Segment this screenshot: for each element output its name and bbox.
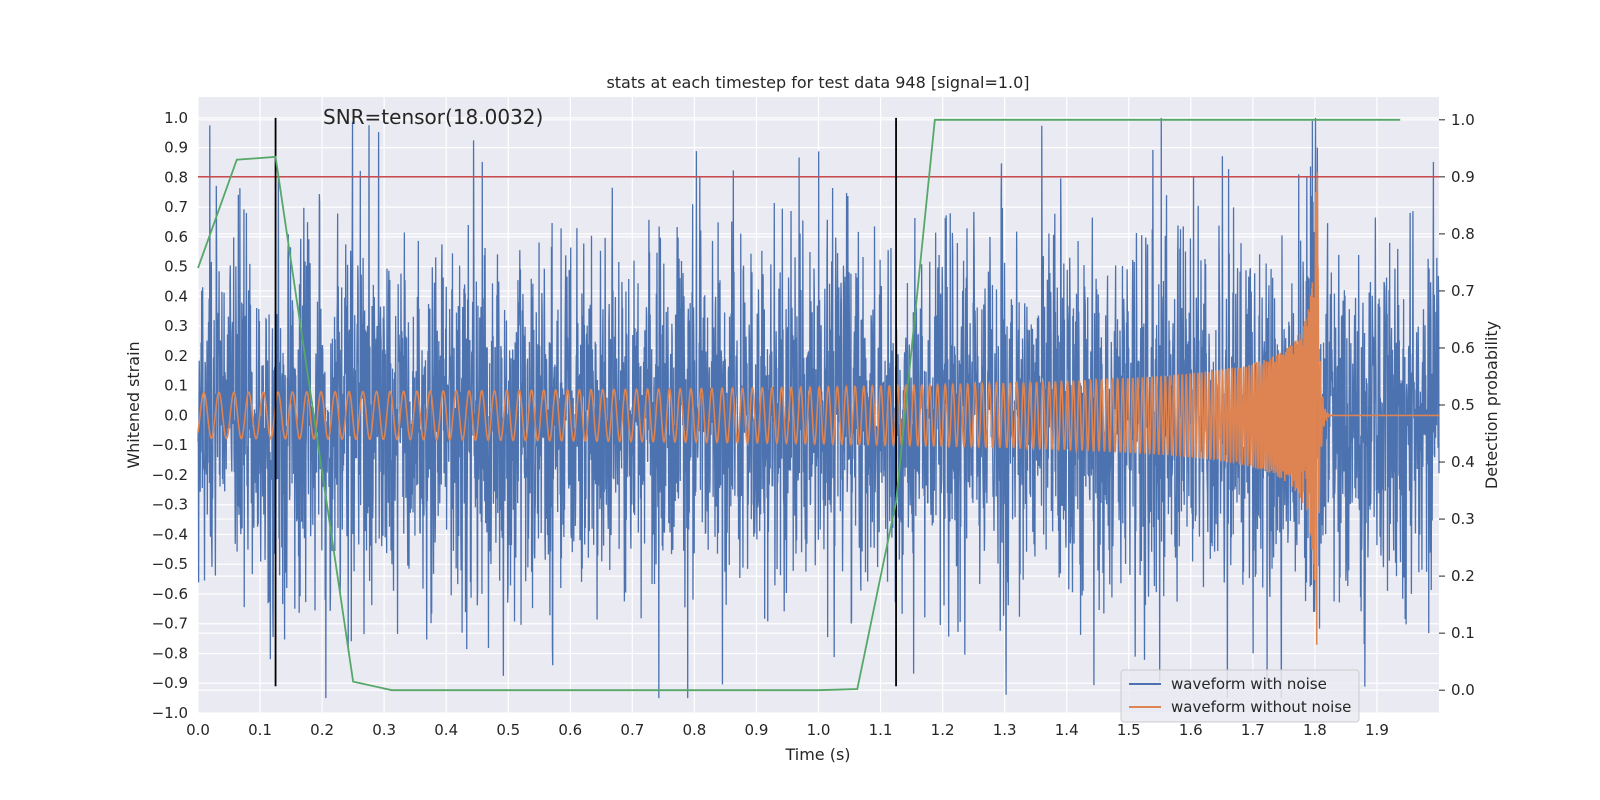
legend-label-noise: waveform with noise	[1171, 675, 1327, 693]
y-left-tick-label: −0.7	[152, 615, 188, 633]
x-tick-label: 0.1	[248, 721, 272, 739]
y-right-tick-label: 0.4	[1451, 453, 1475, 471]
y-right-tick-label: 0.3	[1451, 510, 1475, 528]
x-tick-label: 1.5	[1117, 721, 1141, 739]
y-left-tick-label: 0.8	[164, 168, 188, 186]
legend-label-clean: waveform without noise	[1171, 698, 1351, 716]
x-tick-label: 1.7	[1241, 721, 1265, 739]
series-waveform-without-noise	[197, 172, 1439, 645]
x-tick-label: 0.8	[682, 721, 706, 739]
y-left-tick-label: 0.2	[164, 347, 188, 365]
y-axis-label-left: Whitened strain	[124, 341, 143, 468]
y-left-tick-label: −0.6	[152, 585, 188, 603]
y-left-tick-label: 0.3	[164, 317, 188, 335]
legend-box	[1120, 669, 1360, 723]
y-left-tick-label: 0.1	[164, 377, 188, 395]
series-layer	[197, 117, 1440, 699]
y-right-tick-label: 0.7	[1451, 282, 1475, 300]
x-tick-label: 1.1	[869, 721, 893, 739]
chart-title: stats at each timestep for test data 948…	[606, 73, 1029, 92]
x-tick-label: 1.9	[1365, 721, 1389, 739]
y-right-tick-label: 0.1	[1451, 624, 1475, 642]
y-left-tick-label: 1.0	[164, 109, 188, 127]
x-axis-ticks: 0.0 0.1 0.2 0.3 0.4 0.5 0.6 0.7 0.8 0.9 1.0 1.1 1.2 1…	[186, 721, 1389, 739]
x-tick-label: 0.7	[620, 721, 644, 739]
y-right-tick-label: 0.8	[1451, 225, 1475, 243]
y-left-tick-label: −1.0	[152, 704, 188, 722]
y-axis-label-right: Detection probability	[1482, 321, 1501, 489]
x-tick-label: 1.4	[1055, 721, 1079, 739]
y-left-tick-label: −0.5	[152, 555, 188, 573]
legend: waveform with noise waveform without noi…	[1120, 669, 1360, 723]
y-right-tick-label: 0.0	[1451, 681, 1475, 699]
x-tick-label: 1.0	[807, 721, 831, 739]
y-right-tick-label: 0.2	[1451, 567, 1475, 585]
x-tick-label: 0.3	[372, 721, 396, 739]
left-axis-ticks: −1.0 −0.9 −0.8 −0.7 −0.6 −0.5 −0.4 −0.3 −0.2 −0.1…	[152, 109, 188, 722]
series-detection-probability	[197, 118, 1401, 692]
snr-annotation: SNR=tensor(18.0032)	[323, 105, 543, 129]
y-left-tick-label: −0.1	[152, 436, 188, 454]
y-left-tick-label: −0.8	[152, 644, 188, 662]
y-left-tick-label: 0.5	[164, 258, 188, 276]
x-tick-label: 1.2	[931, 721, 955, 739]
y-right-tick-label: 0.9	[1451, 168, 1475, 186]
y-right-tick-label: 0.6	[1451, 339, 1475, 357]
right-axis-ticks: 0.0 0.1 0.2 0.3 0.4 0.5 0.6 0.7 0.8 0.9 1.0	[1439, 111, 1475, 699]
y-left-tick-label: −0.2	[152, 466, 188, 484]
y-left-tick-label: −0.9	[152, 674, 188, 692]
y-left-tick-label: 0.0	[164, 406, 188, 424]
y-left-tick-label: 0.4	[164, 287, 188, 305]
x-axis-label: Time (s)	[784, 745, 850, 764]
y-right-tick-label: 1.0	[1451, 111, 1475, 129]
y-right-tick-label: 0.5	[1451, 396, 1475, 414]
y-left-tick-label: 0.6	[164, 228, 188, 246]
y-left-tick-label: −0.3	[152, 496, 188, 514]
y-left-tick-label: 0.9	[164, 139, 188, 157]
x-tick-label: 0.6	[558, 721, 582, 739]
x-tick-label: 0.4	[434, 721, 458, 739]
x-tick-label: 1.8	[1303, 721, 1327, 739]
x-tick-label: 0.2	[310, 721, 334, 739]
y-left-tick-label: −0.4	[152, 525, 188, 543]
x-tick-label: 1.6	[1179, 721, 1203, 739]
x-tick-label: 0.9	[745, 721, 769, 739]
x-tick-label: 0.5	[496, 721, 520, 739]
y-left-tick-label: 0.7	[164, 198, 188, 216]
x-tick-label: 1.3	[993, 721, 1017, 739]
x-tick-label: 0.0	[186, 721, 210, 739]
